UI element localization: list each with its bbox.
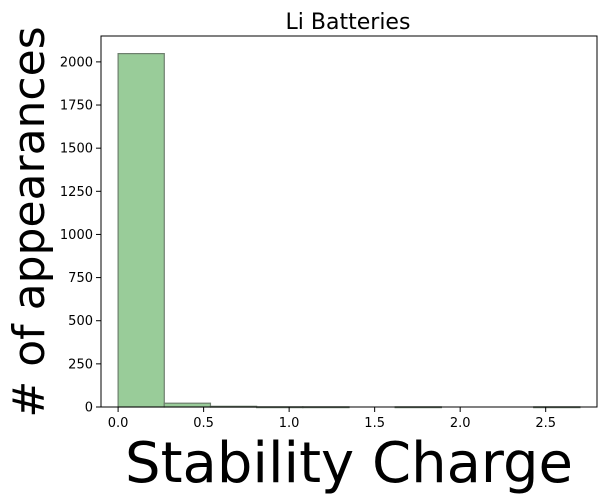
histogram-bar-0 — [117, 53, 165, 408]
y-tick-label-0: 0 — [85, 401, 93, 416]
y-tick-label-6: 1500 — [60, 142, 93, 157]
x-tick-label-0: 0.0 — [108, 416, 129, 431]
plot-frame — [100, 35, 598, 408]
y-tick-label-2: 500 — [68, 314, 93, 329]
x-axis-label: Stability Charge — [125, 431, 573, 496]
y-tick-label-5: 1250 — [60, 185, 93, 200]
histogram-bar-1 — [163, 402, 212, 408]
y-tick-label-4: 1000 — [60, 228, 93, 243]
y-axis-ticks: 0 250 500 750 1000 1250 1500 1750 2000 — [60, 55, 101, 416]
x-axis-ticks: 0.0 0.5 1.0 1.5 2.0 2.5 — [108, 407, 556, 431]
x-tick-label-4: 2.0 — [450, 416, 471, 431]
bars-group — [117, 53, 581, 409]
y-tick-label-8: 2000 — [60, 55, 93, 70]
y-tick-label-1: 250 — [68, 357, 93, 372]
y-tick-label-3: 750 — [68, 271, 93, 286]
y-tick-label-7: 1750 — [60, 99, 93, 114]
chart-title: Li Batteries — [286, 10, 411, 35]
x-tick-label-1: 0.5 — [193, 416, 214, 431]
x-tick-label-5: 2.5 — [535, 416, 556, 431]
y-axis-label: # of appearances — [4, 26, 55, 417]
x-tick-label-3: 1.5 — [364, 416, 385, 431]
x-tick-label-2: 1.0 — [279, 416, 300, 431]
